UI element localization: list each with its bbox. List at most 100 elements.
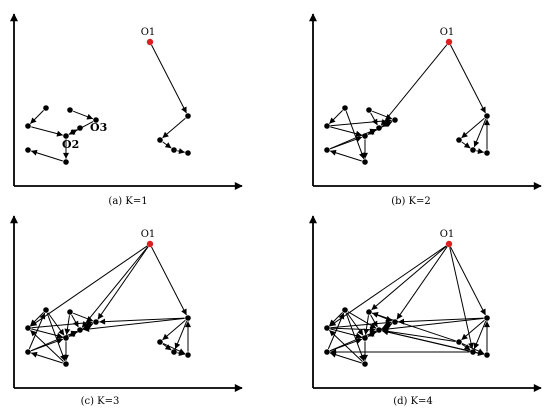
- edge-d-a2-a3: [330, 319, 392, 329]
- point-a-b3: [171, 147, 177, 153]
- node-label-a-c1: O2: [62, 138, 79, 151]
- edge-a-o1-b1: [151, 44, 187, 114]
- edge-a-b3-b4: [177, 148, 185, 155]
- point-d-b3: [470, 349, 476, 355]
- point-d-c2: [324, 349, 330, 355]
- edge-d-b2-c4: [382, 328, 456, 342]
- edge-a-a4-a3: [72, 110, 94, 120]
- point-a-b4: [185, 150, 191, 156]
- edge-c-b1-b2: [162, 319, 186, 341]
- point-c-b3: [171, 349, 177, 355]
- edge-d-o1-a3: [396, 246, 448, 320]
- edge-b-b1-b2: [461, 117, 485, 139]
- edge-b-a2-a3: [330, 117, 392, 127]
- edge-b-a4-c4: [370, 112, 378, 126]
- point-c-c1: [63, 335, 69, 341]
- points-c: [25, 240, 191, 367]
- edge-b-b1-b3: [473, 118, 487, 148]
- edge-b-c3-c2: [329, 149, 362, 162]
- edge-c-o1-a2: [30, 245, 148, 327]
- edge-c-o1-a3: [97, 246, 149, 320]
- edge-a-b2-b3: [162, 141, 172, 149]
- point-a-c3: [63, 159, 69, 165]
- edge-d-b1-a3: [398, 317, 484, 325]
- edge-c-b2-b4: [162, 342, 186, 355]
- edge-c-c3-c2: [30, 351, 63, 364]
- edge-d-b2-b3: [461, 343, 471, 351]
- panel-b: O1 (b) K=2: [309, 13, 542, 207]
- point-d-c1: [362, 335, 368, 341]
- edge-c-b1-b3: [174, 320, 188, 350]
- edge-d-a1-c1: [346, 312, 364, 336]
- labels-b: O1: [440, 27, 455, 38]
- points-b: [324, 38, 490, 165]
- edge-c-c2-a1: [28, 312, 46, 350]
- point-b-c1: [362, 133, 368, 139]
- edge-d-o1-a2: [329, 245, 447, 327]
- point-c-a1: [43, 307, 49, 313]
- point-c-a2: [25, 325, 31, 331]
- point-c-c3: [63, 361, 69, 367]
- edge-d-b1-b2: [461, 319, 485, 341]
- point-c-b1: [185, 315, 191, 321]
- labels-a: O1 O2 O3: [62, 27, 155, 151]
- edge-b-a4-a3: [371, 110, 393, 120]
- outlier-point-d-o1: [445, 240, 453, 248]
- point-a-c2: [25, 147, 31, 153]
- caption-b: (b) K=2: [391, 196, 431, 207]
- labels-d: O1: [440, 229, 455, 240]
- point-b-b1: [484, 113, 490, 119]
- point-b-b4: [484, 150, 490, 156]
- edge-b-c2-c4: [329, 128, 377, 150]
- edge-b-a1-a2: [329, 110, 343, 124]
- edge-c-b1-a3: [99, 317, 185, 325]
- point-d-a1: [342, 307, 348, 313]
- panel-c: O1 (c) K=3: [10, 215, 243, 407]
- edge-d-b3-c4: [382, 329, 470, 352]
- edge-d-b1-b3: [473, 320, 487, 350]
- edge-b-a2-c1: [330, 126, 363, 137]
- point-a-a3: [93, 117, 99, 123]
- point-c-b2: [157, 339, 163, 345]
- edge-a-a2-c1: [31, 126, 64, 137]
- point-b-a4: [366, 107, 372, 113]
- axes-d: [309, 215, 542, 392]
- panel-a: O1 O2 O3 (a) K=1: [10, 13, 243, 207]
- edge-c-o1-c4: [81, 246, 149, 328]
- point-d-c4: [376, 327, 382, 333]
- axes-c: [10, 215, 243, 392]
- panel-d: O1 (d) K=4: [309, 215, 542, 407]
- point-d-c3: [362, 361, 368, 367]
- edge-c-o1-b1: [151, 246, 187, 316]
- edge-d-a4-a3: [371, 312, 393, 322]
- point-a-a2: [25, 123, 31, 129]
- edges-d: [327, 245, 490, 364]
- points-a: [25, 38, 191, 165]
- edge-d-o1-b3: [449, 247, 474, 349]
- caption-d: (d) K=4: [393, 396, 433, 407]
- points-d: [324, 240, 490, 367]
- point-b-a2: [324, 123, 330, 129]
- edge-d-b2-b4: [461, 342, 485, 355]
- point-a-c4: [77, 125, 83, 131]
- edge-b-a3-c4: [381, 121, 393, 127]
- edges-b: [329, 44, 490, 162]
- node-label-c-o1: O1: [141, 229, 156, 240]
- edge-c-a4-c4: [71, 314, 79, 328]
- node-label-a-a3: O3: [90, 121, 107, 134]
- outlier-point-c-o1: [146, 240, 154, 248]
- edge-d-c2-a1: [327, 312, 345, 350]
- point-b-c2: [324, 147, 330, 153]
- edge-b-o1-c4: [380, 44, 448, 126]
- edge-a-c1-c4: [68, 129, 78, 136]
- edge-b-b2-b3: [461, 141, 471, 149]
- point-d-b2: [456, 339, 462, 345]
- point-b-c3: [362, 159, 368, 165]
- node-label-d-o1: O1: [440, 229, 455, 240]
- axes-a: [10, 13, 243, 190]
- node-label-a-o1: O1: [141, 27, 156, 38]
- point-d-b4: [484, 352, 490, 358]
- edge-d-a4-c1: [363, 315, 370, 335]
- edge-b-b3-b4: [476, 148, 484, 155]
